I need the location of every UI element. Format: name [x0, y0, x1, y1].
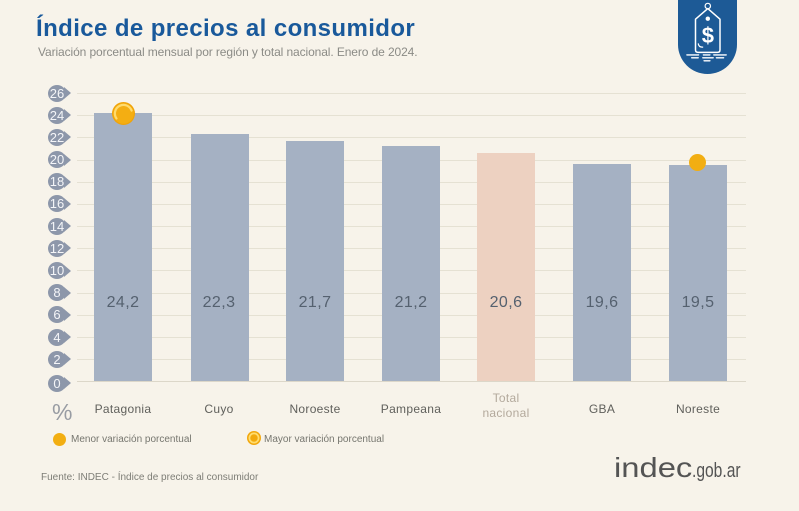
- svg-text:$: $: [702, 23, 714, 48]
